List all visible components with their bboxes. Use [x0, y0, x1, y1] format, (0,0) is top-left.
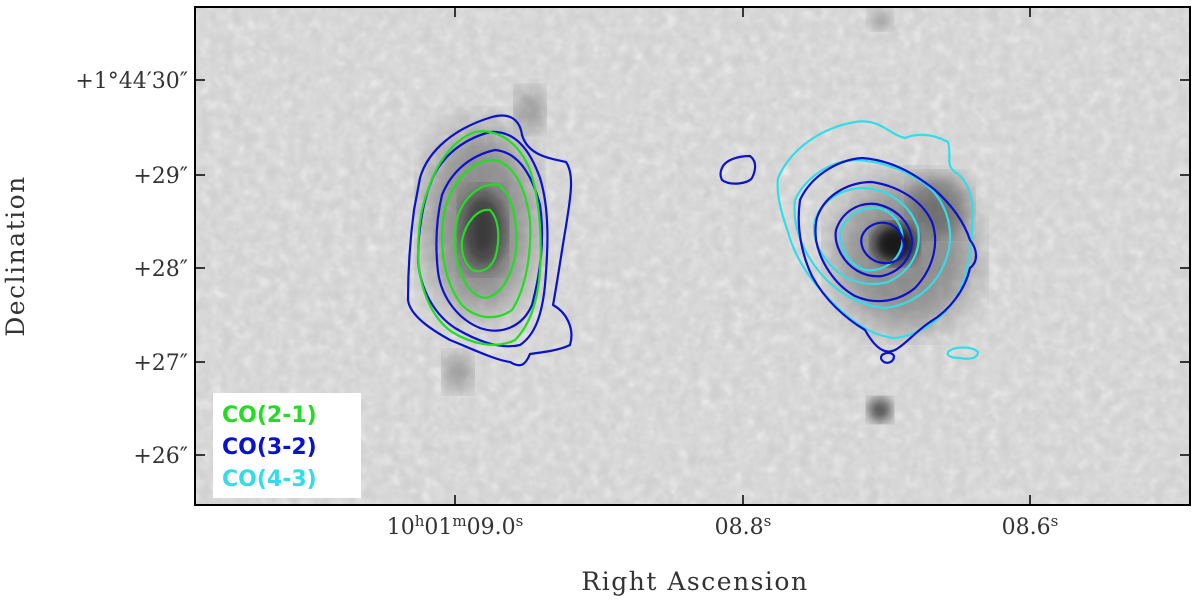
xtick-label: 08.8s: [715, 512, 772, 540]
y-axis-label: Declination: [1, 175, 30, 337]
co43-contour: [793, 158, 952, 310]
co32-contour: [834, 202, 914, 278]
grayscale-image: [195, 7, 1190, 505]
ticks: [195, 7, 1190, 505]
xtick-label: 10h01m09.0s: [387, 512, 524, 540]
plot-frame: [194, 6, 1191, 506]
legend-item-co21: CO(2-1): [222, 403, 317, 428]
co32-contour: [814, 180, 937, 303]
co21-contour: [453, 183, 518, 300]
co32-contour: [719, 154, 757, 185]
co43-contour: [838, 206, 904, 272]
ytick-label: +1°44′30″: [75, 69, 188, 94]
co43-contour: [946, 346, 980, 360]
xtick-label: 08.6s: [1002, 512, 1059, 540]
contours-left-source: [406, 114, 573, 367]
co32-contour: [860, 221, 905, 265]
x-tick-labels: 10h01m09.0s 08.8s 08.6s: [387, 512, 1059, 540]
x-axis-label: Right Ascension: [581, 567, 808, 596]
legend: CO(2-1) CO(3-2) CO(4-3): [213, 393, 361, 498]
co21-contour: [460, 208, 500, 273]
co21-contour: [416, 130, 542, 346]
co32-contour: [406, 114, 573, 367]
co32-contour: [435, 148, 544, 332]
contours-right-source: [719, 120, 980, 364]
co43-contour: [812, 186, 920, 286]
ytick-label: +29″: [133, 164, 188, 189]
ytick-label: +27″: [133, 351, 188, 376]
co32-contour: [879, 351, 896, 364]
y-tick-labels: +1°44′30″ +29″ +28″ +27″ +26″: [75, 69, 188, 469]
legend-item-co32: CO(3-2): [222, 435, 317, 460]
legend-item-co43: CO(4-3): [222, 467, 317, 492]
co43-contour: [776, 120, 974, 340]
co21-contour: [440, 158, 532, 319]
co32-contour: [797, 156, 978, 353]
ytick-label: +26″: [133, 444, 188, 469]
legend-box: [213, 393, 361, 498]
ytick-label: +28″: [133, 257, 188, 282]
